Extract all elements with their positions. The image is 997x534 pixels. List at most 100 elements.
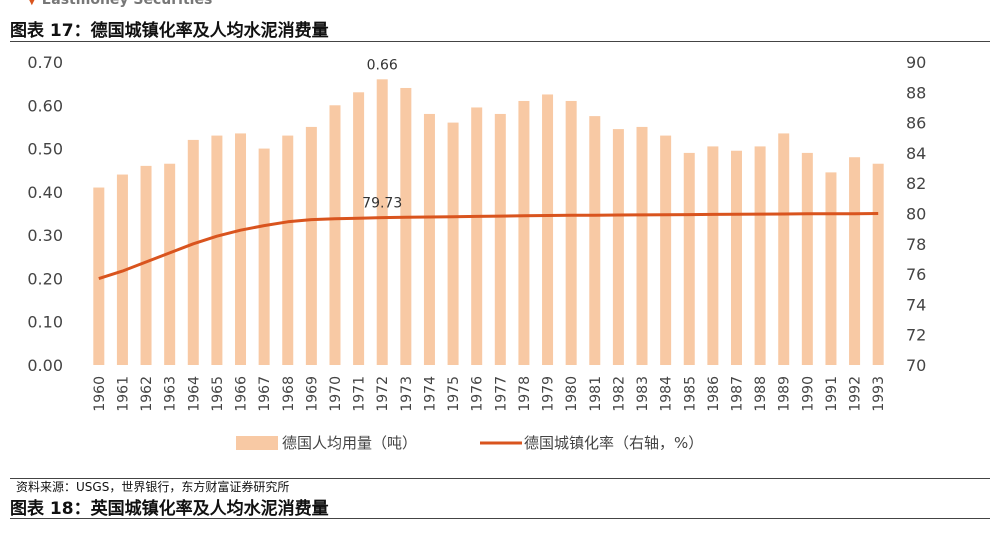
- x-axis-tick: 1969: [304, 376, 320, 412]
- x-axis-tick: 1971: [352, 376, 368, 412]
- legend-line-label: 德国城镇化率（右轴，%）: [524, 434, 703, 452]
- right-axis-tick: 90: [906, 53, 926, 72]
- bar-1960: [93, 187, 105, 365]
- right-axis-tick: 88: [906, 83, 926, 102]
- x-axis-tick: 1961: [115, 376, 131, 412]
- x-axis-tick: 1984: [659, 376, 675, 412]
- bottom-divider: [10, 518, 990, 519]
- x-axis-tick: 1960: [92, 376, 108, 412]
- legend-bar-label: 德国人均用量（吨）: [282, 434, 417, 452]
- title-divider: [10, 41, 990, 42]
- left-axis-tick: 0.70: [27, 53, 63, 72]
- x-axis-tick: 1982: [611, 376, 627, 412]
- x-axis-tick: 1983: [635, 376, 651, 412]
- bar-1984: [660, 135, 672, 365]
- left-axis-tick: 0.20: [27, 269, 63, 288]
- bar-1964: [187, 139, 199, 365]
- bar-1969: [305, 126, 317, 365]
- bar-1993: [872, 163, 884, 365]
- bar-1992: [849, 157, 861, 365]
- bar-1977: [494, 113, 506, 365]
- bar-1967: [258, 148, 270, 365]
- bar-1976: [471, 107, 483, 365]
- brand-header: ▼ Eastmoney Securities: [28, 0, 212, 8]
- bar-1986: [707, 146, 719, 365]
- bar-1978: [518, 100, 530, 365]
- right-axis-tick: 86: [906, 114, 926, 133]
- bar-1980: [565, 100, 577, 365]
- x-axis-tick: 1968: [281, 376, 297, 412]
- bar-1982: [612, 129, 624, 365]
- brand-text: Eastmoney Securities: [41, 0, 213, 8]
- x-axis-tick: 1990: [800, 376, 816, 412]
- x-axis-tick: 1992: [848, 376, 864, 412]
- right-axis-tick: 74: [906, 295, 926, 314]
- bar-1971: [353, 92, 365, 366]
- x-axis-tick: 1963: [163, 376, 179, 412]
- source-note: 资料来源：USGS，世界银行，东方财富证券研究所: [16, 480, 290, 494]
- bar-1981: [589, 116, 601, 365]
- bar-1983: [636, 126, 648, 365]
- right-axis-tick: 80: [906, 205, 926, 224]
- bar-1970: [329, 105, 341, 366]
- source-divider: [10, 478, 990, 479]
- x-axis-tick: 1974: [422, 376, 438, 412]
- bar-1985: [683, 152, 695, 365]
- left-axis-tick: 0.40: [27, 183, 63, 202]
- right-axis-tick: 72: [906, 326, 926, 345]
- x-axis-tick: 1964: [186, 376, 202, 412]
- bar-1979: [542, 94, 554, 365]
- chart-figure-17: 0.00 0.10 0.20 0.30 0.40 0.50 0.60 0.70 70 72 74 7…: [27, 53, 926, 452]
- bar-1965: [211, 135, 223, 365]
- x-axis-tick: 1966: [234, 376, 250, 412]
- x-axis-tick: 1973: [399, 376, 415, 412]
- x-axis-tick: 1976: [470, 376, 486, 412]
- x-axis-tick: 1977: [493, 376, 509, 412]
- x-axis-tick: 1988: [753, 376, 769, 412]
- x-axis-tick: 1985: [682, 376, 698, 412]
- x-axis-tick: 1987: [729, 376, 745, 412]
- x-axis-tick: 1965: [210, 376, 226, 412]
- x-axis-tick: 1962: [139, 376, 155, 412]
- bar-1972: [376, 79, 388, 366]
- brand-arrow-icon: ▼: [28, 0, 36, 7]
- legend-bar-swatch: [236, 436, 278, 450]
- figure-17-title: 图表 17：德国城镇化率及人均水泥消费量: [10, 21, 329, 41]
- left-axis-tick: 0.50: [27, 140, 63, 159]
- x-axis-tick: 1975: [446, 376, 462, 412]
- x-axis-tick: 1972: [375, 376, 391, 412]
- right-axis-tick: 84: [906, 144, 926, 163]
- bar-1966: [235, 133, 247, 365]
- figure-18-title: 图表 18：英国城镇化率及人均水泥消费量: [10, 499, 329, 519]
- bar-1974: [423, 113, 435, 365]
- bar-1973: [400, 87, 412, 365]
- x-axis-tick: 1991: [824, 376, 840, 412]
- bar-1963: [164, 163, 176, 365]
- data-label: 0.66: [367, 57, 398, 73]
- bar-1991: [825, 172, 837, 365]
- left-axis-tick: 0.60: [27, 96, 63, 115]
- urbanization-line: [98, 212, 879, 281]
- right-axis-tick: 78: [906, 235, 926, 254]
- bar-1987: [730, 150, 742, 365]
- right-axis-tick: 76: [906, 265, 926, 284]
- x-axis-tick: 1970: [328, 376, 344, 412]
- x-axis-tick: 1993: [871, 376, 887, 412]
- bar-1989: [778, 133, 790, 365]
- bar-1962: [140, 165, 152, 365]
- x-axis-tick: 1978: [517, 376, 533, 412]
- left-axis-tick: 0.30: [27, 226, 63, 245]
- x-axis-tick: 1986: [706, 376, 722, 412]
- bar-1968: [282, 135, 294, 365]
- right-axis-tick: 82: [906, 174, 926, 193]
- left-axis-tick: 0.10: [27, 313, 63, 332]
- bar-1990: [801, 152, 813, 365]
- right-axis-tick: 70: [906, 356, 926, 375]
- x-axis-tick: 1980: [564, 376, 580, 412]
- x-axis-tick: 1989: [777, 376, 793, 412]
- x-axis-tick: 1979: [541, 376, 557, 412]
- x-axis-tick: 1967: [257, 376, 273, 412]
- data-label: 79.73: [362, 196, 402, 212]
- bar-1975: [447, 122, 459, 365]
- left-axis-tick: 0.00: [27, 356, 63, 375]
